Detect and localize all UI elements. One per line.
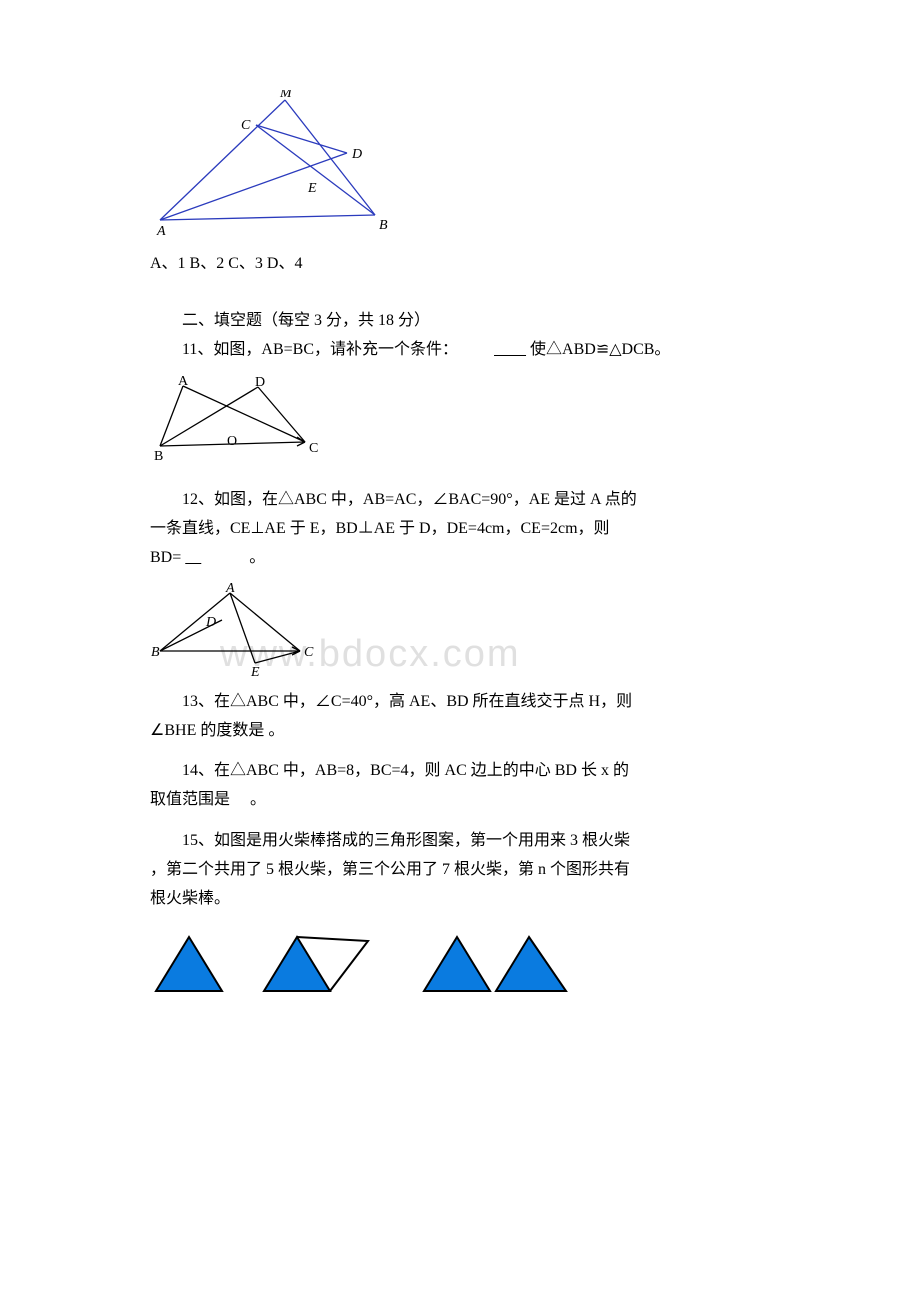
q12-period: 。 xyxy=(249,549,265,566)
q14-line2: 取值范围是 。 xyxy=(150,786,850,815)
q15-line3: 根火柴棒。 xyxy=(150,885,850,914)
q15-line2: ，第二个共用了 5 根火柴，第三个公用了 7 根火柴，第 n 个图形共有 xyxy=(150,856,850,885)
q11-diagram: A D B C O xyxy=(150,374,850,464)
svg-text:E: E xyxy=(307,181,317,196)
q13-line2: ∠BHE 的度数是 。 xyxy=(150,717,850,746)
q11-blank xyxy=(462,336,526,365)
svg-text:O: O xyxy=(227,434,237,449)
q10-diagram: A B M C D E xyxy=(150,90,850,240)
section2-title: 二、填空题（每空 3 分，共 18 分） xyxy=(150,307,850,336)
q12-blank xyxy=(185,544,245,573)
q12-line3: BD= 。 xyxy=(150,544,850,573)
svg-text:C: C xyxy=(309,441,318,456)
q14-line1: 14、在△ABC 中，AB=8，BC=4，则 AC 边上的中心 BD 长 x 的 xyxy=(150,757,850,786)
svg-text:D: D xyxy=(255,375,265,390)
svg-text:E: E xyxy=(250,665,260,678)
q12-diagram: A B C D E xyxy=(150,583,850,678)
svg-text:A: A xyxy=(156,224,166,239)
q12-line1: 12、如图，在△ABC 中，AB=AC，∠BAC=90°，AE 是过 A 点的 xyxy=(150,486,850,515)
svg-text:B: B xyxy=(154,449,163,464)
svg-text:C: C xyxy=(241,118,251,133)
svg-text:A: A xyxy=(225,583,235,596)
svg-text:A: A xyxy=(178,374,189,389)
q11-tail: 使△ABD≌△DCB。 xyxy=(530,341,670,358)
q12-bd-label: BD= xyxy=(150,549,181,566)
svg-text:B: B xyxy=(151,645,160,660)
svg-text:D: D xyxy=(351,147,362,162)
svg-text:B: B xyxy=(379,218,388,233)
svg-text:D: D xyxy=(205,615,216,630)
q11-text: 11、如图，AB=BC，请补充一个条件： 使△ABD≌△DCB。 xyxy=(150,336,850,365)
q12-line2: 一条直线，CE⊥AE 于 E，BD⊥AE 于 D，DE=4cm，CE=2cm，则 xyxy=(150,515,850,544)
svg-text:M: M xyxy=(279,90,293,101)
q13-line1: 13、在△ABC 中，∠C=40°，高 AE、BD 所在直线交于点 H，则 xyxy=(150,688,850,717)
q15-line1: 15、如图是用火柴棒搭成的三角形图案，第一个用用来 3 根火柴 xyxy=(150,827,850,856)
q15-triangles xyxy=(150,933,850,995)
svg-text:C: C xyxy=(304,645,314,660)
q11-stem: 11、如图，AB=BC，请补充一个条件： xyxy=(182,341,458,358)
q10-options: A、1 B、2 C、3 D、4 xyxy=(150,250,850,279)
